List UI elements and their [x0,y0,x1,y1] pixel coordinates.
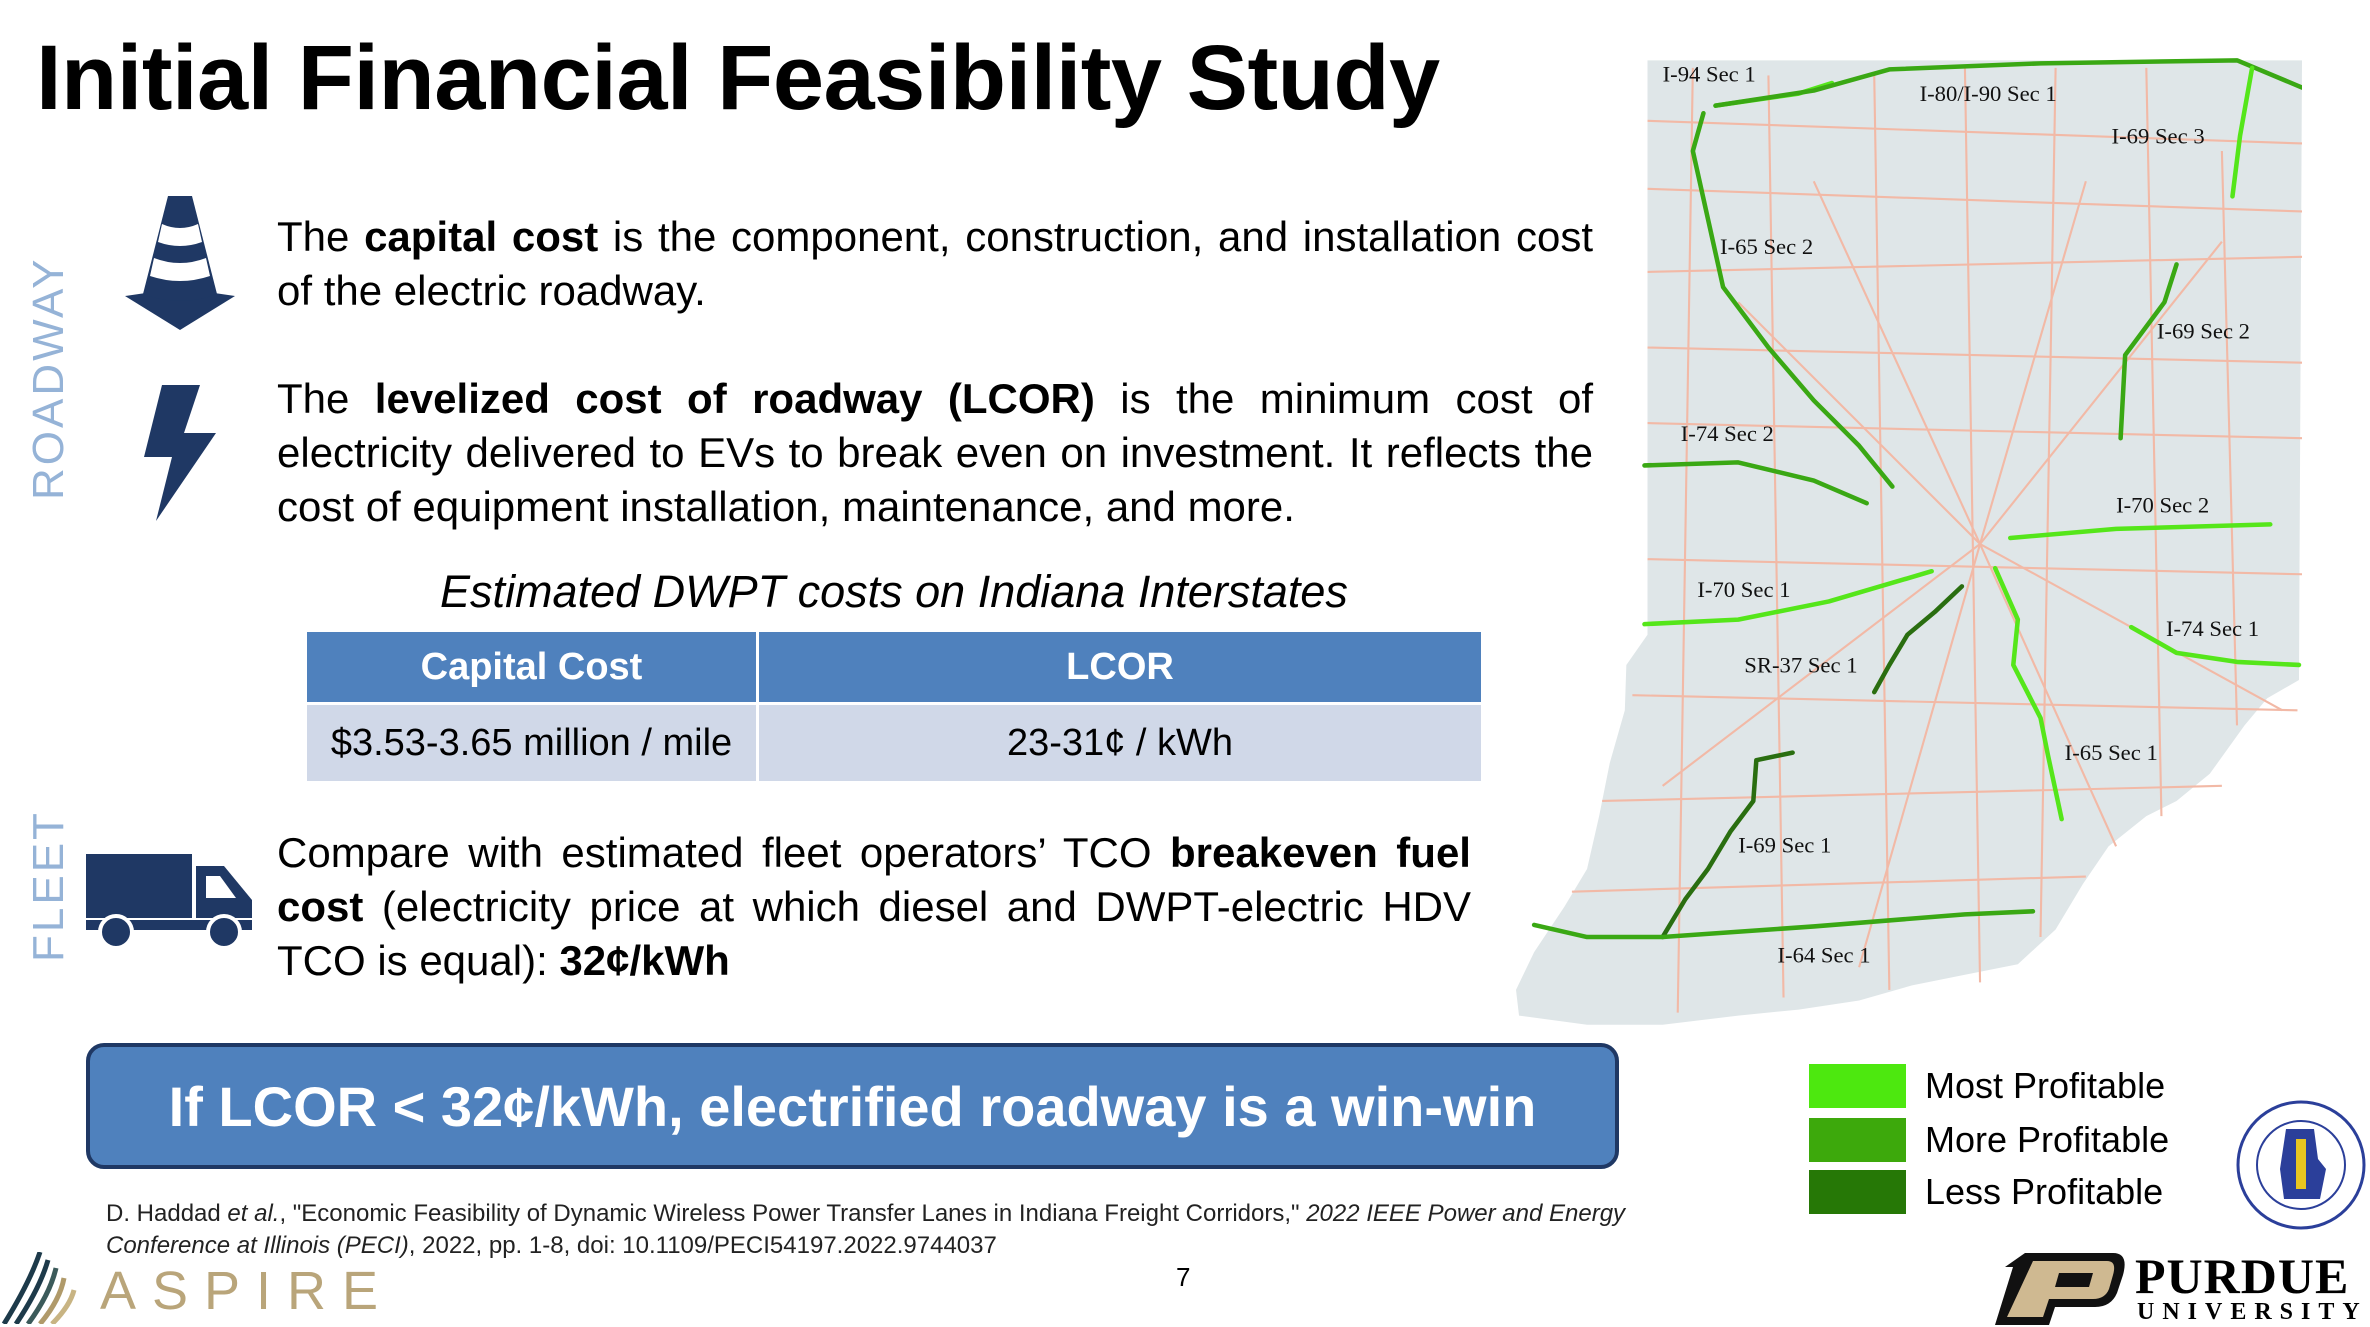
text: 2022 IEEE Power and Energy Conference at… [106,1200,1626,1259]
map-label: I-69 Sec 3 [2112,123,2205,148]
aspire-wordmark: ASPIRE [100,1261,395,1321]
road-network [1571,67,2302,1013]
map-label: I-65 Sec 2 [1720,234,1813,259]
route-i80-i90-sec1 [1713,58,2302,108]
route-i65-sec1 [1992,565,2064,822]
page-number: 7 [1176,1262,1191,1292]
legend-most-profitable: Most Profitable [1809,1064,2165,1108]
route-i65-sec2 [1690,110,1895,489]
map-label: I-70 Sec 1 [1697,577,1790,602]
aspire-wave-icon [1,1252,77,1324]
indiana-interstate-map: I-94 Sec 1 I-80/I-90 Sec 1 I-69 Sec 3 I-… [1516,58,2302,1025]
map-label: I-69 Sec 2 [2157,318,2250,343]
truck-icon [86,854,252,950]
map-label: I-64 Sec 1 [1777,943,1870,968]
route-i69-sec1 [1660,750,1795,940]
legend-label: Most Profitable [1925,1065,2166,1106]
capital-cost-term: capital cost [364,213,599,260]
traffic-cone-icon [125,196,235,330]
table-caption: Estimated DWPT costs on Indiana Intersta… [440,566,1348,617]
text: is the component, construction, and inst… [277,213,1593,314]
legend-swatch [1809,1118,1906,1162]
legend-swatch [1809,1064,1906,1108]
text: The [277,213,365,260]
citation: D. Haddad et al., "Economic Feasibility … [106,1198,1746,1262]
purdue-p-icon [1995,1253,2125,1325]
text: , "Economic Feasibility of Dynamic Wirel… [279,1200,1307,1227]
breakeven-term: breakeven fuel cost [277,829,1471,930]
route-i70-sec1 [1642,568,1934,627]
legend-swatch [1809,1170,1906,1214]
table-row: $3.53-3.65 million / mile 23-31¢ / kWh [307,702,1481,781]
purdue-logo: PURDUE UNIVERSITY [1995,1248,2370,1325]
route-i74-sec1 [2128,624,2302,668]
map-label: I-69 Sec 1 [1738,832,1831,857]
purdue-wordmark: PURDUE [2135,1248,2350,1304]
text: Compare with estimated fleet operators’ … [277,829,1170,876]
aspire-logo: ASPIRE [0,1252,378,1324]
cell-lcor: 23-31¢ / kWh [757,702,1481,781]
map-label: SR-37 Sec 1 [1744,653,1857,678]
route-i69-sec2 [2118,262,2179,441]
map-label: I-74 Sec 1 [2166,616,2259,641]
map-label: I-70 Sec 2 [2116,492,2209,517]
text: et al. [227,1200,280,1227]
lcor-term: levelized cost of roadway (LCOR) [374,375,1095,422]
route-i64-sec1 [1531,909,2036,940]
map-label: I-65 Sec 1 [2065,740,2158,765]
text: The [277,375,375,422]
lightning-bolt-icon [144,385,216,521]
table-header-row: Capital Cost LCOR [307,632,1481,704]
route-i69-sec3 [2230,65,2255,199]
header-lcor: LCOR [757,632,1481,704]
indiana-land [1516,60,2302,1025]
text: is the minimum cost of electricity deliv… [277,375,1593,530]
legend-more-profitable: More Profitable [1809,1118,2169,1162]
header-capital-cost: Capital Cost [307,632,759,704]
map-label: I-80/I-90 Sec 1 [1920,81,2057,106]
route-labels: I-94 Sec 1 I-80/I-90 Sec 1 I-69 Sec 3 I-… [1663,61,2259,967]
fleet-section-label: FLEET [24,810,73,962]
legend-less-profitable: Less Profitable [1809,1170,2163,1214]
route-sr37-sec1 [1871,584,1965,695]
text: D. Haddad [106,1200,228,1227]
route-i70-sec2 [2008,522,2273,541]
page-title: Initial Financial Feasibility Study [36,27,1440,129]
capital-cost-paragraph: The capital cost is the component, const… [277,210,1593,318]
breakeven-value: 32¢/kWh [559,937,730,984]
cell-capital-cost: $3.53-3.65 million / mile [307,702,759,781]
legend-label: Less Profitable [1925,1171,2164,1212]
map-label: I-94 Sec 1 [1663,61,1756,86]
fleet-paragraph: Compare with estimated fleet operators’ … [277,826,1471,988]
map-label: I-74 Sec 2 [1681,421,1774,446]
route-i74-sec2 [1642,460,1869,506]
text: (electricity price at which diesel and D… [277,883,1471,984]
purdue-subtitle: UNIVERSITY [2137,1299,2368,1325]
indot-seal-logo [2236,1100,2366,1230]
dwpt-cost-table: Capital Cost LCOR $3.53-3.65 million / m… [307,632,1481,781]
lcor-paragraph: The levelized cost of roadway (LCOR) is … [277,372,1593,534]
conclusion-banner: If LCOR < 32¢/kWh, electrified roadway i… [86,1043,1619,1169]
text: , 2022, pp. 1-8, doi: 10.1109/PECI54197.… [408,1232,997,1259]
roadway-section-label: ROADWAY [24,256,73,500]
legend-label: More Profitable [1925,1119,2170,1160]
